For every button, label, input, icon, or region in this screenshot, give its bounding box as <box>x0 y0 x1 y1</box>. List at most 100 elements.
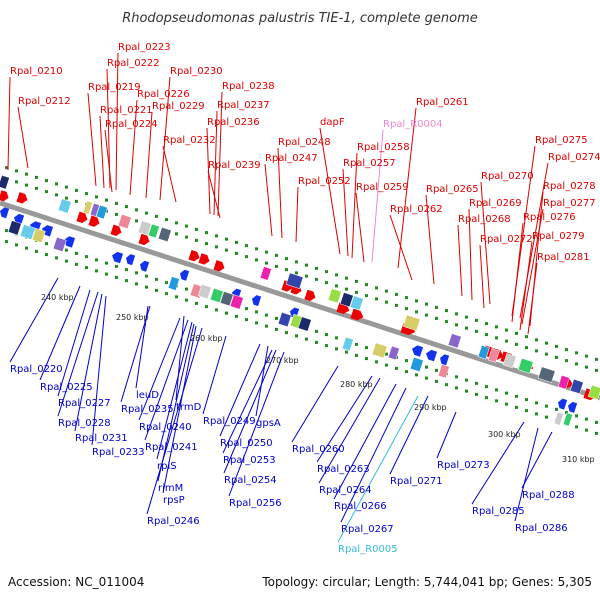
gene-leader-line <box>277 147 283 239</box>
track-tick-mark <box>495 325 498 329</box>
track-tick-mark <box>265 250 268 254</box>
gene-label: Rpal_0235 <box>121 404 174 415</box>
gene-leader-line <box>337 395 419 543</box>
track-tick-mark <box>545 404 548 408</box>
gene-label: Rpal_0267 <box>341 524 394 535</box>
gene-leader-line <box>74 293 103 432</box>
feature-block <box>297 316 312 332</box>
genome-backbone <box>0 200 600 401</box>
track-tick-mark <box>15 169 18 173</box>
gene-label: Rpal_0247 <box>265 153 318 164</box>
track-tick-mark <box>245 244 248 248</box>
gene-leader-line <box>511 222 524 323</box>
track-tick-mark <box>365 294 368 298</box>
gene-leader-line <box>162 145 177 203</box>
track-tick-mark <box>225 248 228 252</box>
reverse-gene-arrow <box>126 254 136 266</box>
kbp-position-label: 250 kbp <box>116 313 149 322</box>
track-tick-mark <box>25 246 28 250</box>
track-tick-mark <box>195 238 198 242</box>
reverse-gene-arrow <box>558 398 568 410</box>
track-tick-mark <box>265 261 268 265</box>
gene-leader-line <box>9 277 59 363</box>
track-tick-mark <box>535 349 538 353</box>
gene-leader-line <box>162 325 197 494</box>
track-tick-mark <box>75 251 78 255</box>
track-tick-mark <box>585 417 588 421</box>
track-tick-mark <box>555 355 558 359</box>
track-tick-mark <box>405 296 408 300</box>
track-tick-mark <box>315 340 318 344</box>
gene-leader-line <box>527 262 538 335</box>
track-tick-mark <box>245 307 248 311</box>
gene-label: Rpal_0263 <box>317 464 370 475</box>
gene-label: Rpal_0241 <box>145 442 198 453</box>
track-tick-mark <box>275 327 278 331</box>
feature-block <box>477 344 490 360</box>
gene-leader-line <box>479 244 485 309</box>
track-tick-mark <box>35 186 38 190</box>
gene-label: Rpal_0212 <box>18 96 71 107</box>
track-tick-mark <box>155 277 158 281</box>
gene-label: Rpal_0222 <box>107 58 160 69</box>
gene-leader-line <box>471 421 525 505</box>
topology-summary: Topology: circular; Length: 5,744,041 bp… <box>261 575 592 589</box>
track-tick-mark <box>285 257 288 261</box>
track-tick-mark <box>65 248 68 252</box>
track-tick-mark <box>465 378 468 382</box>
feature-block <box>19 224 36 240</box>
track-tick-mark <box>315 277 318 281</box>
track-tick-mark <box>235 240 238 244</box>
gene-leader-line <box>138 317 181 421</box>
feature-block <box>277 311 292 328</box>
track-tick-mark <box>455 375 458 379</box>
track-tick-mark <box>555 344 558 348</box>
track-tick-mark <box>185 235 188 239</box>
track-tick-mark <box>525 346 528 350</box>
track-tick-mark <box>305 274 308 278</box>
track-tick-mark <box>215 234 218 238</box>
track-tick-mark <box>55 193 58 197</box>
track-tick-mark <box>85 266 88 270</box>
gene-leader-line <box>468 208 473 301</box>
track-tick-mark <box>255 247 258 251</box>
track-tick-mark <box>285 331 288 335</box>
gene-label: Rpal_0229 <box>152 101 205 112</box>
gene-leader-line <box>371 129 384 263</box>
track-tick-mark <box>185 298 188 302</box>
genome-title: Rhodopseudomonas palustris TIE-1, comple… <box>122 11 478 26</box>
gene-leader-line <box>207 170 221 219</box>
track-tick-mark <box>75 262 78 266</box>
gene-leader-line <box>129 99 138 196</box>
gene-label: Rpal_0210 <box>10 66 63 77</box>
gene-label: Rpal_0258 <box>357 142 410 153</box>
gene-leader-line <box>397 107 417 269</box>
track-tick-mark <box>245 318 248 322</box>
gene-leader-line <box>104 129 113 193</box>
gene-label: Rpal_0252 <box>298 176 351 187</box>
reverse-gene-arrow <box>180 269 190 281</box>
track-tick-mark <box>105 272 108 276</box>
track-tick-mark <box>195 227 198 231</box>
track-tick-mark <box>305 263 308 267</box>
reverse-gene-arrow <box>568 401 578 413</box>
kbp-position-label: 290 kbp <box>414 403 447 412</box>
track-tick-mark <box>125 279 128 283</box>
gene-label: Rpal_0253 <box>223 455 276 466</box>
forward-gene-arrow <box>16 192 28 204</box>
track-tick-mark <box>205 231 208 235</box>
feature-block <box>229 294 244 310</box>
gene-leader-line <box>146 327 203 515</box>
track-tick-mark <box>525 335 528 339</box>
gene-label: Rpal_0270 <box>481 171 534 182</box>
track-tick-mark <box>65 185 68 189</box>
gene-leader-line <box>57 291 99 417</box>
track-tick-mark <box>445 320 448 324</box>
gene-label: gpsA <box>256 418 281 429</box>
track-tick-mark <box>25 172 28 176</box>
track-tick-mark <box>505 402 508 406</box>
gene-layer <box>0 174 600 427</box>
track-tick-mark <box>565 348 568 352</box>
track-tick-mark <box>55 256 58 260</box>
